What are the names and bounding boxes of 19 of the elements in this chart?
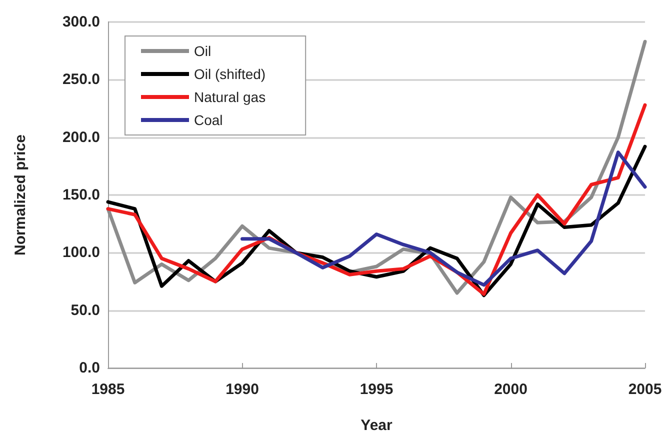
x-tick-label: 2000 (494, 381, 528, 398)
y-tick-label: 100.0 (62, 244, 100, 262)
y-axis-title: Normalized price (12, 134, 29, 256)
legend-label: Oil (shifted) (194, 66, 266, 82)
legend-label: Oil (194, 43, 212, 59)
y-tick-label: 50.0 (70, 302, 100, 319)
y-tick-label: 150.0 (62, 186, 100, 204)
x-tick-label: 1995 (360, 381, 394, 398)
y-tick-label: 300.0 (62, 14, 100, 30)
x-tick-label: 1985 (91, 381, 125, 398)
y-tick-label: 250.0 (62, 71, 100, 88)
legend-label: Coal (194, 112, 223, 128)
x-tick-label: 2005 (628, 381, 662, 398)
y-tick-label: 0.0 (79, 360, 100, 376)
y-tick-label: 200.0 (62, 128, 100, 146)
x-tick-label: 1990 (226, 381, 259, 398)
line-series (240, 150, 647, 287)
x-axis-title: Year (360, 417, 393, 434)
legend-label: Natural gas (194, 89, 266, 105)
